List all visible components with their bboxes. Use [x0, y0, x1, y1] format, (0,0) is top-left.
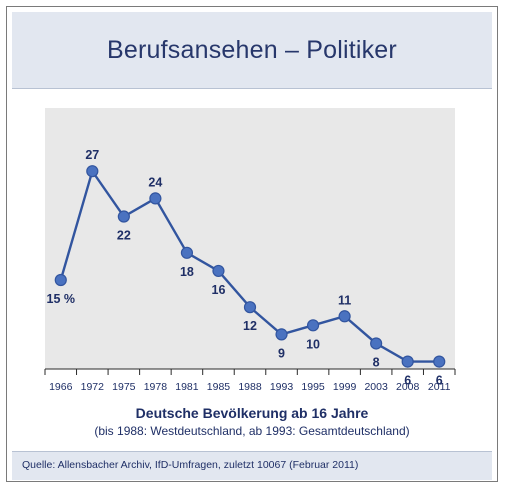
- x-tick-label: 1985: [207, 381, 231, 393]
- data-label: 9: [278, 346, 285, 360]
- x-tick-label: 1988: [238, 381, 262, 393]
- chart-note: (bis 1988: Westdeutschland, ab 1993: Ges…: [94, 424, 410, 438]
- x-tick-label: 1978: [144, 381, 168, 393]
- data-point: [54, 273, 67, 287]
- source-text: Quelle: Allensbacher Archiv, IfD-Umfrage…: [22, 459, 359, 471]
- data-label: 8: [373, 355, 380, 369]
- source-band: [12, 451, 492, 480]
- x-tick-label: 2003: [364, 381, 388, 393]
- data-point: [401, 355, 414, 368]
- data-point: [306, 319, 320, 332]
- data-point: [338, 310, 351, 323]
- data-label: 16: [212, 283, 226, 297]
- data-label: 15 %: [47, 292, 76, 306]
- data-label: 24: [148, 175, 162, 189]
- data-point: [86, 165, 99, 178]
- x-tick-label: 2008: [396, 381, 420, 393]
- data-label: 6: [436, 374, 443, 388]
- data-label: 27: [85, 148, 99, 162]
- chart-title: Berufsansehen – Politiker: [107, 36, 397, 64]
- chart-subtitle: Deutsche Bevölkerung ab 16 Jahre: [135, 405, 369, 421]
- plot-background: [45, 108, 455, 369]
- data-points-layer: [54, 165, 446, 368]
- data-label: 6: [404, 374, 411, 388]
- x-tick-label: 1999: [333, 381, 357, 393]
- data-labels-layer: 15 % 27 22 24 18 16 12 9 10 11 8 6 6: [47, 148, 443, 387]
- x-tick-label: 1975: [112, 381, 136, 393]
- data-point: [370, 337, 383, 350]
- data-point: [180, 246, 194, 259]
- data-label: 11: [338, 293, 351, 307]
- x-tick-label: 1993: [270, 381, 294, 393]
- data-point: [243, 301, 257, 314]
- data-label: 12: [243, 319, 257, 333]
- data-point: [149, 192, 162, 205]
- x-tick-label: 1981: [175, 381, 199, 393]
- data-label: 10: [306, 337, 320, 351]
- data-label: 22: [117, 229, 131, 243]
- data-point: [212, 264, 225, 278]
- data-point: [117, 210, 130, 223]
- data-point: [433, 355, 446, 368]
- data-point: [275, 328, 288, 341]
- x-tick-label: 1972: [81, 381, 105, 393]
- data-label: 18: [180, 265, 194, 279]
- x-axis-ticks: 1966 1972 1975 1978 1981 1985 1988 1993 1995 1999…: [44, 369, 456, 393]
- x-tick-label: 1966: [49, 381, 73, 393]
- header-band: [12, 12, 492, 89]
- x-tick-label: 2011: [428, 381, 451, 393]
- x-tick-label: 1995: [301, 381, 325, 393]
